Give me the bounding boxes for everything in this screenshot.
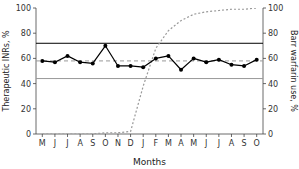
- y2-tick-label: 80: [268, 29, 278, 38]
- y-tick-label: 20: [21, 105, 31, 114]
- y2-tick: [263, 8, 266, 9]
- series-marker: [66, 54, 70, 58]
- x-tick-label: A: [178, 139, 184, 148]
- x-tick: [80, 134, 81, 137]
- series-marker: [103, 44, 107, 48]
- y-tick-label: 100: [16, 4, 31, 13]
- series-marker: [53, 60, 57, 64]
- series-marker: [166, 54, 170, 58]
- y-tick: [33, 33, 36, 34]
- x-tick-label: J: [217, 139, 220, 148]
- series-line: [42, 8, 256, 134]
- x-tick: [206, 134, 207, 137]
- x-axis-line: [36, 134, 263, 135]
- series-marker: [141, 65, 145, 69]
- x-tick: [193, 134, 194, 137]
- x-tick: [105, 134, 106, 137]
- x-tick-label: O: [254, 139, 260, 148]
- x-tick: [143, 134, 144, 137]
- x-tick-label: J: [65, 139, 68, 148]
- reference-line: [36, 78, 263, 79]
- x-tick-label: M: [190, 139, 197, 148]
- y2-tick: [263, 134, 266, 135]
- series-marker: [242, 64, 246, 68]
- y-tick-label: 40: [21, 80, 31, 89]
- y-tick-label: 0: [26, 130, 31, 139]
- x-tick-label: J: [204, 139, 207, 148]
- x-tick: [168, 134, 169, 137]
- reference-line: [36, 43, 263, 44]
- x-tick: [117, 134, 118, 137]
- x-tick-label: J: [53, 139, 56, 148]
- series-marker: [179, 68, 183, 72]
- y2-tick: [263, 33, 266, 34]
- y-tick-label: 80: [21, 29, 31, 38]
- y2-axis-label: Barr warfarin use, %: [289, 30, 298, 112]
- y2-tick-label: 0: [268, 130, 273, 139]
- x-tick-label: F: [154, 139, 159, 148]
- x-tick-label: S: [90, 139, 95, 148]
- y-tick: [33, 108, 36, 109]
- series-marker: [154, 56, 158, 60]
- reference-line: [36, 60, 263, 61]
- y-axis-line: [36, 8, 37, 134]
- y2-tick-label: 100: [268, 4, 283, 13]
- x-tick-label: N: [115, 139, 121, 148]
- series-marker: [217, 58, 221, 62]
- series-marker: [40, 59, 44, 63]
- x-tick: [155, 134, 156, 137]
- x-tick: [67, 134, 68, 137]
- chart: 020406080100020406080100MJJASONDJFMAMJJA…: [0, 0, 299, 169]
- y2-tick-label: 40: [268, 80, 278, 89]
- x-tick: [181, 134, 182, 137]
- x-tick: [244, 134, 245, 137]
- y-tick: [33, 134, 36, 135]
- x-tick-label: J: [141, 139, 144, 148]
- x-tick: [42, 134, 43, 137]
- x-tick: [92, 134, 93, 137]
- x-tick: [218, 134, 219, 137]
- x-axis-label: Months: [133, 157, 166, 167]
- series-marker: [91, 61, 95, 65]
- series-marker: [116, 64, 120, 68]
- x-tick: [256, 134, 257, 137]
- x-tick-label: A: [229, 139, 235, 148]
- x-tick-label: M: [165, 139, 172, 148]
- x-tick: [130, 134, 131, 137]
- y2-tick: [263, 58, 266, 59]
- series-marker: [204, 60, 208, 64]
- y2-tick: [263, 108, 266, 109]
- y-tick: [33, 8, 36, 9]
- y-axis-label: Therapeutic INRs, %: [2, 30, 11, 113]
- x-tick-label: A: [77, 139, 83, 148]
- x-tick-label: S: [242, 139, 247, 148]
- series-marker: [255, 58, 259, 62]
- series-marker: [192, 56, 196, 60]
- y2-axis-line: [263, 8, 264, 134]
- x-tick-label: O: [102, 139, 108, 148]
- y2-tick-label: 20: [268, 105, 278, 114]
- y-tick: [33, 58, 36, 59]
- series-marker: [78, 60, 82, 64]
- plot-area: [36, 8, 263, 134]
- y-tick-label: 60: [21, 54, 31, 63]
- series-line: [42, 46, 256, 70]
- x-tick: [54, 134, 55, 137]
- series-marker: [229, 63, 233, 67]
- y2-tick-label: 60: [268, 54, 278, 63]
- series-marker: [129, 64, 133, 68]
- y2-tick: [263, 83, 266, 84]
- x-tick: [231, 134, 232, 137]
- y-tick: [33, 83, 36, 84]
- x-tick-label: M: [39, 139, 46, 148]
- x-tick-label: D: [127, 139, 133, 148]
